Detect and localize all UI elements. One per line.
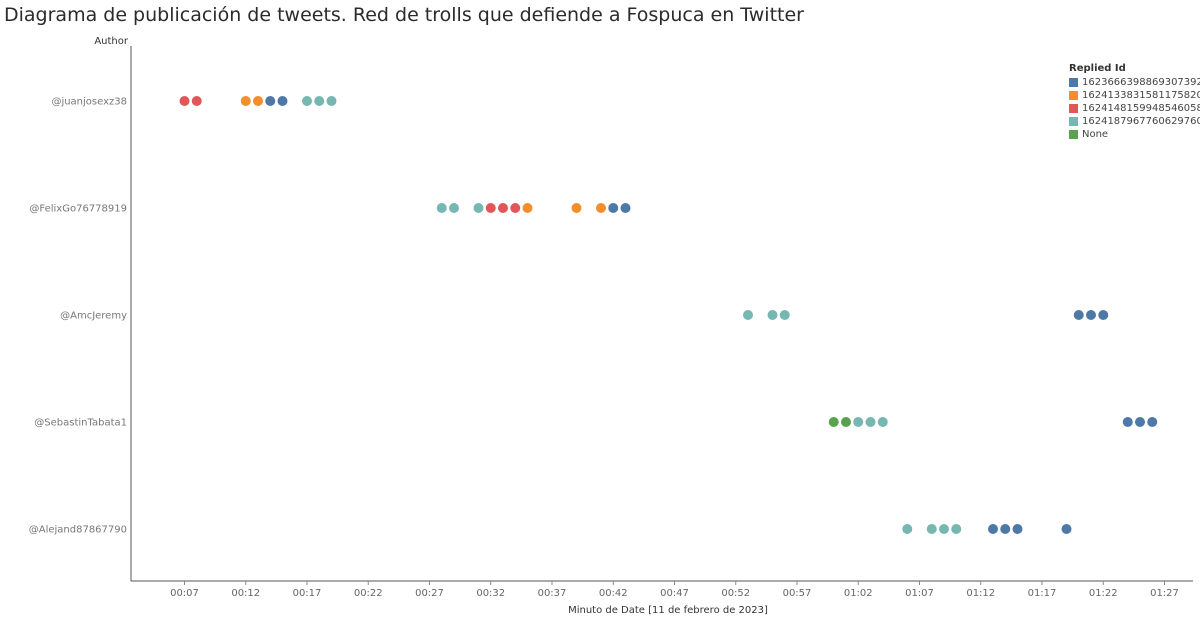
x-tick-label: 00:42 xyxy=(599,588,628,599)
data-point xyxy=(326,96,337,106)
legend-item: None xyxy=(1069,128,1200,141)
x-tick-label: 01:22 xyxy=(1089,588,1118,599)
data-point xyxy=(1086,310,1096,320)
legend-item: 1623666398869307392 xyxy=(1069,76,1200,89)
x-tick-label: 01:27 xyxy=(1150,588,1179,599)
legend-items: 1623666398869307392 1624133831581175820 16… xyxy=(1069,76,1200,141)
y-category-label: @juanjosexz38 xyxy=(51,97,127,108)
data-point xyxy=(1147,417,1158,427)
x-tick-label: 01:12 xyxy=(966,588,995,599)
x-tick-label: 00:07 xyxy=(170,588,199,599)
legend-label: 1624133831581175820 xyxy=(1082,90,1200,101)
data-point xyxy=(191,96,202,106)
x-tick-label: 00:57 xyxy=(783,588,812,599)
legend-title: Replied Id xyxy=(1069,63,1126,74)
x-tick-label: 00:47 xyxy=(660,588,689,599)
data-point xyxy=(522,203,533,213)
data-point xyxy=(767,310,778,320)
legend-item: 1624133831581175820 xyxy=(1069,89,1200,102)
data-point xyxy=(510,203,521,213)
legend-item: 1624148159948546058 xyxy=(1069,102,1200,115)
y-axis-categories: @juanjosexz38 @FelixGo76778919 @AmcJeremy @… xyxy=(29,97,127,536)
data-point xyxy=(853,417,864,427)
data-point xyxy=(1098,310,1109,320)
legend: Replied Id 1623666398869307392 1624133831… xyxy=(1069,63,1200,141)
legend-swatch xyxy=(1069,78,1078,87)
data-point xyxy=(596,203,606,213)
y-category-label: @SebastinTabata1 xyxy=(34,418,127,429)
data-point xyxy=(265,96,276,106)
legend-item: 1624187967760629760 xyxy=(1069,115,1200,128)
data-point xyxy=(939,524,949,534)
data-point xyxy=(449,203,459,213)
legend-label: 1624187967760629760 xyxy=(1082,116,1200,127)
data-point xyxy=(951,524,962,534)
data-points xyxy=(179,96,1158,534)
y-axis-title: Author xyxy=(94,36,129,47)
data-point xyxy=(620,203,631,213)
data-point xyxy=(1000,524,1011,534)
x-tick-label: 01:02 xyxy=(844,588,873,599)
data-point xyxy=(988,524,998,534)
data-point xyxy=(1135,417,1145,427)
x-tick-label: 00:27 xyxy=(415,588,444,599)
data-point xyxy=(314,96,325,106)
data-point xyxy=(1061,524,1072,534)
data-point xyxy=(1122,417,1133,427)
x-axis-ticks: 00:07 00:12 00:17 00:22 00:27 00:32 00:37 00:42… xyxy=(170,581,1179,599)
data-point xyxy=(571,203,582,213)
data-point xyxy=(302,96,312,106)
data-point xyxy=(485,203,496,213)
data-point xyxy=(865,417,876,427)
data-point xyxy=(841,417,851,427)
x-tick-label: 00:22 xyxy=(354,588,383,599)
data-point xyxy=(277,96,288,106)
legend-swatch xyxy=(1069,117,1078,126)
data-point xyxy=(743,310,753,320)
y-category-label: @AmcJeremy xyxy=(60,311,127,322)
x-tick-label: 00:12 xyxy=(231,588,260,599)
legend-swatch xyxy=(1069,104,1078,113)
data-point xyxy=(1012,524,1023,534)
data-point xyxy=(179,96,190,106)
x-axis-title: Minuto de Date [11 de febrero de 2023] xyxy=(568,605,768,616)
y-category-label: @Alejand87867790 xyxy=(29,525,127,536)
data-point xyxy=(253,96,263,106)
data-point xyxy=(1073,310,1084,320)
x-tick-label: 01:07 xyxy=(905,588,934,599)
x-tick-label: 00:17 xyxy=(293,588,322,599)
x-tick-label: 00:52 xyxy=(721,588,750,599)
legend-swatch xyxy=(1069,91,1078,100)
data-point xyxy=(436,203,447,213)
data-point xyxy=(902,524,913,534)
data-point xyxy=(473,203,484,213)
x-tick-label: 01:17 xyxy=(1028,588,1057,599)
data-point xyxy=(926,524,937,534)
data-point xyxy=(608,203,619,213)
x-tick-label: 00:32 xyxy=(476,588,505,599)
legend-label: 1624148159948546058 xyxy=(1082,103,1200,114)
legend-label: 1623666398869307392 xyxy=(1082,77,1200,88)
x-tick-label: 00:37 xyxy=(538,588,567,599)
data-point xyxy=(240,96,251,106)
legend-swatch xyxy=(1069,130,1078,139)
legend-label: None xyxy=(1082,129,1109,140)
data-point xyxy=(877,417,888,427)
data-point xyxy=(779,310,790,320)
y-category-label: @FelixGo76778919 xyxy=(29,204,127,215)
data-point xyxy=(828,417,839,427)
chart-title: Diagrama de publicación de tweets. Red d… xyxy=(4,4,804,26)
data-point xyxy=(498,203,508,213)
